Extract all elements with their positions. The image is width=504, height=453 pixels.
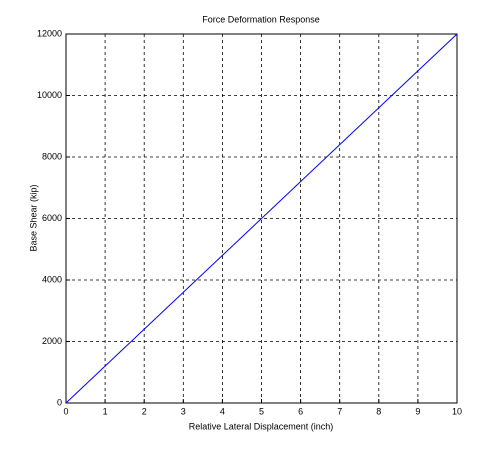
y-tick-label: 4000 bbox=[42, 274, 62, 284]
x-axis-label: Relative Lateral Displacement (inch) bbox=[189, 421, 334, 431]
y-tick-label: 8000 bbox=[42, 151, 62, 161]
chart-title: Force Deformation Response bbox=[202, 14, 320, 24]
x-tick-label: 5 bbox=[259, 406, 264, 416]
x-tick-label: 1 bbox=[103, 406, 108, 416]
y-tick-label: 0 bbox=[57, 397, 62, 407]
x-tick-label: 6 bbox=[298, 406, 303, 416]
x-tick-label: 2 bbox=[142, 406, 147, 416]
y-tick-label: 12000 bbox=[37, 28, 62, 38]
x-tick-label: 4 bbox=[220, 406, 225, 416]
x-tick-label: 9 bbox=[415, 406, 420, 416]
y-tick-label: 10000 bbox=[37, 90, 62, 100]
x-tick-label: 0 bbox=[63, 406, 68, 416]
plot-frame bbox=[65, 33, 458, 404]
x-tick-label: 8 bbox=[376, 406, 381, 416]
x-tick-label: 10 bbox=[452, 406, 462, 416]
y-tick-label: 6000 bbox=[42, 213, 62, 223]
x-tick-label: 3 bbox=[181, 406, 186, 416]
y-tick-label: 2000 bbox=[42, 336, 62, 346]
data-line bbox=[65, 33, 458, 404]
x-tick-label: 7 bbox=[337, 406, 342, 416]
y-axis-label: Base Shear (kip) bbox=[28, 184, 38, 251]
